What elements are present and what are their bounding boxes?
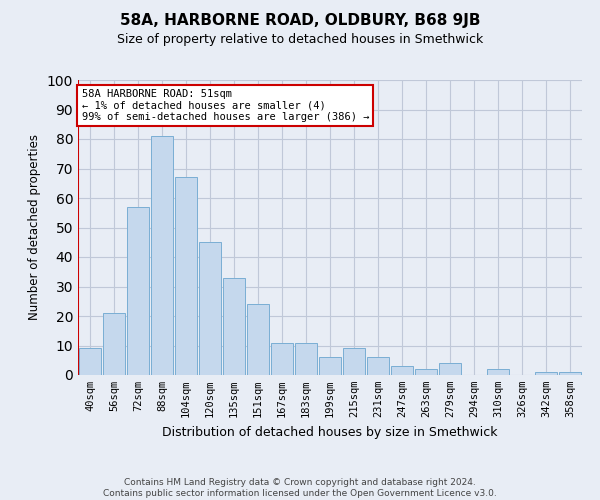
- Bar: [271, 342, 293, 375]
- Bar: [559, 372, 581, 375]
- Bar: [367, 358, 389, 375]
- Bar: [439, 363, 461, 375]
- Bar: [79, 348, 101, 375]
- Bar: [151, 136, 173, 375]
- Bar: [319, 358, 341, 375]
- Text: Size of property relative to detached houses in Smethwick: Size of property relative to detached ho…: [117, 32, 483, 46]
- Bar: [175, 178, 197, 375]
- Bar: [199, 242, 221, 375]
- Bar: [487, 369, 509, 375]
- Bar: [103, 313, 125, 375]
- Bar: [415, 369, 437, 375]
- Text: Contains HM Land Registry data © Crown copyright and database right 2024.
Contai: Contains HM Land Registry data © Crown c…: [103, 478, 497, 498]
- Text: 58A, HARBORNE ROAD, OLDBURY, B68 9JB: 58A, HARBORNE ROAD, OLDBURY, B68 9JB: [120, 12, 480, 28]
- X-axis label: Distribution of detached houses by size in Smethwick: Distribution of detached houses by size …: [162, 426, 498, 438]
- Bar: [247, 304, 269, 375]
- Bar: [127, 207, 149, 375]
- Bar: [535, 372, 557, 375]
- Bar: [391, 366, 413, 375]
- Bar: [295, 342, 317, 375]
- Bar: [223, 278, 245, 375]
- Text: 58A HARBORNE ROAD: 51sqm
← 1% of detached houses are smaller (4)
99% of semi-det: 58A HARBORNE ROAD: 51sqm ← 1% of detache…: [82, 89, 369, 122]
- Y-axis label: Number of detached properties: Number of detached properties: [28, 134, 41, 320]
- Bar: [343, 348, 365, 375]
